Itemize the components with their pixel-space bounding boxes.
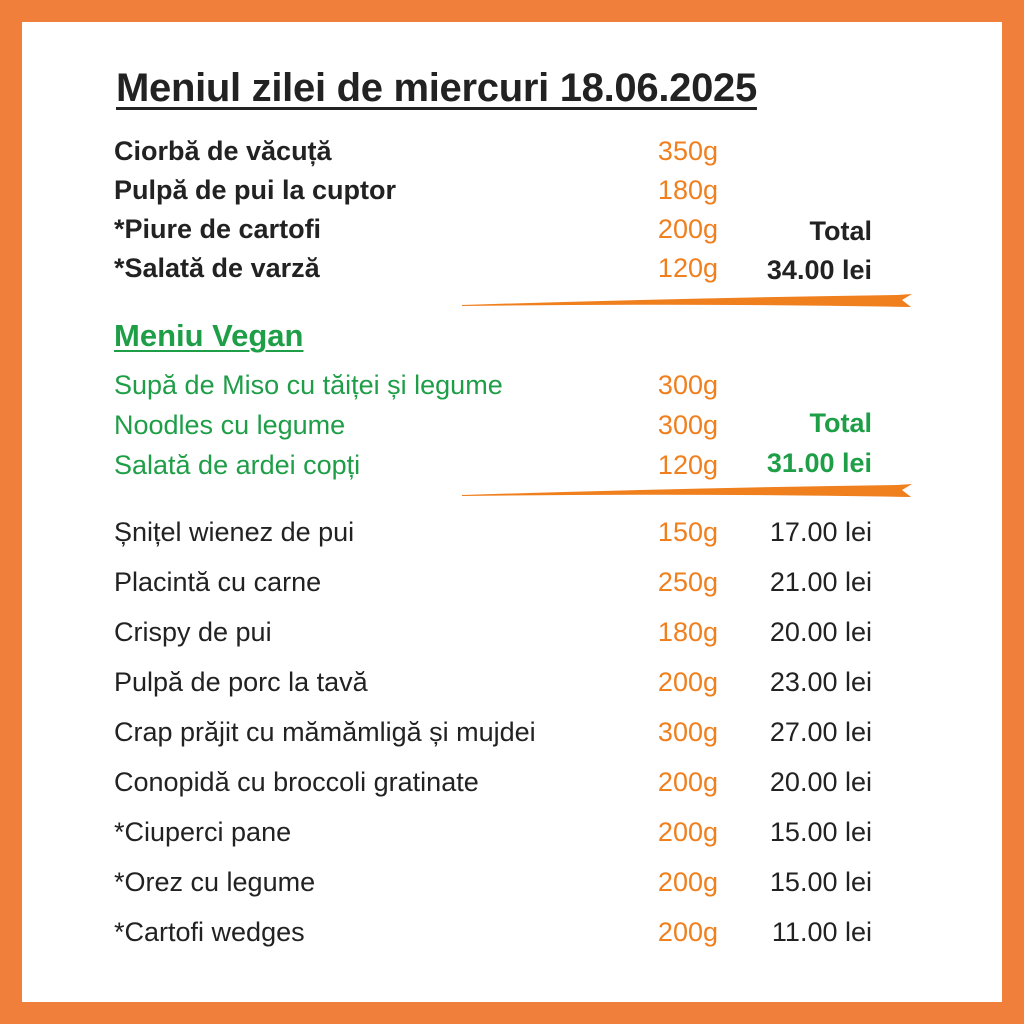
list-item: Supă de Miso cu tăiței și legume 300g (22, 370, 1002, 410)
table-row: *Cartofi wedges 200g 11.00 lei (22, 917, 1002, 957)
item-price: 23.00 lei (769, 667, 872, 697)
item-price: 20.00 lei (769, 767, 872, 797)
item-weight: 200g (657, 667, 718, 697)
page-title: Meniul zilei de miercuri 18.06.2025 (116, 66, 757, 110)
item-name: Șnițel wienez de pui (114, 517, 355, 547)
item-weight: 180g (657, 175, 718, 205)
item-name: *Salată de varză (114, 253, 320, 283)
item-name: Conopidă cu broccoli gratinate (114, 767, 479, 797)
table-row: Crispy de pui 180g 20.00 lei (22, 617, 1002, 657)
list-item: Salată de ardei copți 120g (22, 450, 1002, 490)
table-row: Placintă cu carne 250g 21.00 lei (22, 567, 1002, 607)
item-name: Salată de ardei copți (114, 450, 361, 480)
item-weight: 200g (657, 214, 718, 244)
table-row: *Orez cu legume 200g 15.00 lei (22, 867, 1002, 907)
item-name: *Piure de cartofi (114, 214, 322, 244)
vegan-total-label: Total (809, 408, 873, 438)
item-name: Supă de Miso cu tăiței și legume (114, 370, 503, 400)
list-item: *Salată de varză 120g (22, 253, 1002, 293)
vegan-total-price: 31.00 lei (766, 448, 872, 478)
table-row: Pulpă de porc la tavă 200g 23.00 lei (22, 667, 1002, 707)
table-row: *Ciuperci pane 200g 15.00 lei (22, 817, 1002, 857)
item-weight: 200g (657, 817, 718, 847)
table-row: Crap prăjit cu mămămligă și mujdei 300g … (22, 717, 1002, 757)
item-price: 15.00 lei (769, 867, 872, 897)
item-name: Placintă cu carne (114, 567, 322, 597)
item-name: Noodles cu legume (114, 410, 346, 440)
table-row: Conopidă cu broccoli gratinate 200g 20.0… (22, 767, 1002, 807)
item-weight: 300g (657, 370, 718, 400)
item-name: *Cartofi wedges (114, 917, 305, 947)
item-price: 15.00 lei (769, 817, 872, 847)
item-price: 20.00 lei (769, 617, 872, 647)
menu-total-label: Total (809, 216, 873, 246)
item-name: Crap prăjit cu mămămligă și mujdei (114, 717, 536, 747)
item-name: Pulpă de pui la cuptor (114, 175, 397, 205)
menu-card: Meniul zilei de miercuri 18.06.2025 Cior… (22, 22, 1002, 1002)
item-weight: 120g (657, 253, 718, 283)
item-weight: 120g (657, 450, 718, 480)
item-name: Pulpă de porc la tavă (114, 667, 368, 697)
item-price: 11.00 lei (771, 917, 872, 947)
item-weight: 200g (657, 767, 718, 797)
item-price: 17.00 lei (769, 517, 872, 547)
item-price: 21.00 lei (769, 567, 872, 597)
item-weight: 300g (657, 717, 718, 747)
item-weight: 250g (657, 567, 718, 597)
item-weight: 200g (657, 917, 718, 947)
item-name: *Ciuperci pane (114, 817, 292, 847)
item-name: Crispy de pui (114, 617, 272, 647)
item-weight: 180g (657, 617, 718, 647)
table-row: Șnițel wienez de pui 150g 17.00 lei (22, 517, 1002, 557)
item-name: *Orez cu legume (114, 867, 316, 897)
item-weight: 200g (657, 867, 718, 897)
item-weight: 300g (657, 410, 718, 440)
item-weight: 150g (657, 517, 718, 547)
item-weight: 350g (657, 136, 718, 166)
list-item: Pulpă de pui la cuptor 180g (22, 175, 1002, 215)
list-item: Ciorbă de văcuță 350g (22, 136, 1002, 176)
item-name: Ciorbă de văcuță (114, 136, 332, 166)
list-item: *Piure de cartofi 200g (22, 214, 1002, 254)
list-item: Noodles cu legume 300g (22, 410, 1002, 450)
orange-divider (462, 484, 912, 497)
orange-divider (462, 294, 912, 307)
menu-total-price: 34.00 lei (766, 255, 872, 285)
item-price: 27.00 lei (769, 717, 872, 747)
vegan-menu-title: Meniu Vegan (114, 318, 304, 353)
